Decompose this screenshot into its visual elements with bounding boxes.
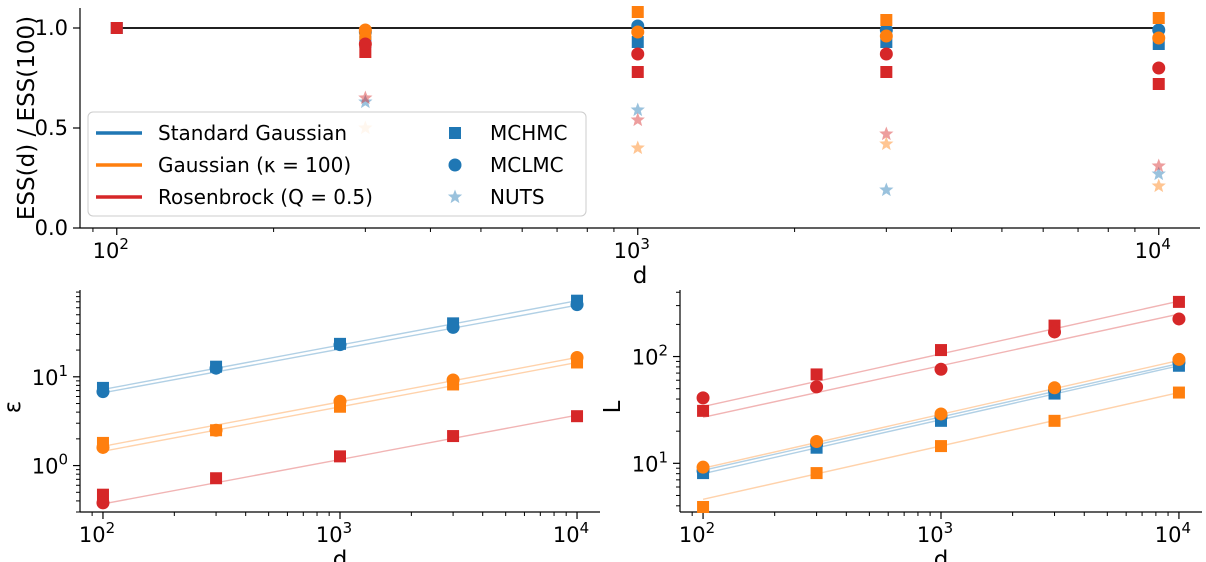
step-size-panel: 102 103 104 100 101 d ε: [0, 290, 600, 562]
data-point: [1152, 12, 1165, 24]
data-point: [1172, 352, 1186, 366]
legend-marker-label: NUTS: [490, 185, 545, 209]
data-point: [358, 94, 373, 109]
data-point: [631, 25, 645, 39]
data-point: [880, 14, 893, 26]
data-point: [1151, 166, 1166, 181]
data-point: [880, 66, 893, 78]
star-marker-icon: [447, 189, 463, 204]
data-point: [810, 467, 823, 480]
x-axis-label: d: [633, 263, 648, 289]
legend-marker-label: MCLMC: [490, 153, 564, 177]
data-point: [96, 496, 110, 510]
x-tick-label: 104: [553, 519, 589, 547]
data-point: [934, 407, 948, 421]
data-point: [209, 423, 223, 437]
momentum-decoherence-panel: 102 103 104 101 102 d L: [600, 290, 1202, 562]
data-point: [1152, 61, 1166, 75]
legend-marker-label: MCHMC: [490, 121, 567, 145]
data-point: [879, 126, 894, 141]
data-point: [1048, 414, 1061, 427]
y-tick-label: 0.5: [35, 116, 68, 140]
data-point: [1172, 295, 1185, 308]
data-point: [96, 385, 110, 399]
data-point: [879, 47, 893, 61]
data-point: [1152, 78, 1165, 90]
x-axis-label: d: [934, 547, 949, 562]
data-point: [631, 36, 644, 48]
data-point: [110, 22, 123, 34]
data-point: [697, 404, 710, 417]
data-point: [810, 368, 823, 381]
data-point: [358, 37, 372, 51]
data-point: [630, 102, 645, 117]
data-point: [631, 47, 645, 61]
legend-line-label: Gaussian (κ = 100): [158, 153, 351, 177]
data-point: [571, 410, 584, 423]
data-point: [446, 320, 460, 334]
y-tick-label: 100: [32, 451, 68, 479]
data-point: [631, 66, 644, 78]
data-point: [446, 373, 460, 387]
data-point: [630, 112, 645, 127]
data-point: [696, 460, 710, 474]
data-point: [1172, 386, 1185, 399]
data-point: [810, 435, 824, 449]
square-marker-icon: [449, 127, 461, 139]
legend-frame: [87, 111, 587, 217]
y-tick-label: 101: [632, 448, 668, 476]
data-point: [447, 430, 460, 443]
data-point: [935, 440, 947, 453]
data-point: [333, 394, 347, 408]
data-point: [630, 140, 645, 155]
data-point: [96, 440, 110, 454]
x-tick-label: 102: [93, 235, 129, 263]
ess-ratio-panel: 102 103 104 0.0 0.5 1.0 d ESS(d) / ESS(100): [14, 6, 1200, 289]
legend: Standard Gaussian Gaussian (κ = 100) Rosen…: [87, 111, 587, 217]
data-point: [810, 380, 824, 394]
data-point: [1048, 381, 1062, 395]
data-point: [631, 6, 644, 18]
data-point: [570, 298, 584, 312]
x-tick-label: 104: [1155, 519, 1191, 547]
data-point: [1048, 325, 1062, 339]
data-point: [697, 500, 710, 513]
y-tick-label: 101: [32, 362, 68, 390]
data-point: [1152, 31, 1166, 45]
data-point: [209, 361, 223, 375]
data-point: [1172, 312, 1186, 326]
data-point: [879, 182, 894, 197]
data-point: [935, 344, 947, 357]
y-tick-label: 0.0: [35, 216, 68, 240]
data-point: [358, 90, 373, 105]
x-tick-label: 102: [679, 519, 715, 547]
y-axis-label: ε: [0, 401, 26, 413]
data-point: [358, 23, 372, 37]
x-tick-label: 103: [917, 519, 953, 547]
y-tick-label: 1.0: [35, 16, 68, 40]
circle-marker-icon: [448, 158, 462, 172]
y-tick-label: 102: [632, 342, 668, 370]
y-axis-label: L: [600, 400, 626, 413]
x-tick-label: 103: [614, 235, 650, 263]
data-point: [570, 350, 584, 364]
data-point: [334, 450, 346, 463]
legend-line-label: Standard Gaussian: [158, 121, 347, 145]
data-point: [879, 136, 894, 151]
data-point: [879, 29, 893, 43]
data-point: [696, 391, 710, 405]
y-axis-label: ESS(d) / ESS(100): [14, 16, 40, 220]
x-axis-label: d: [333, 547, 348, 562]
legend-line-label: Rosenbrock (Q = 0.5): [158, 185, 373, 209]
data-point: [210, 472, 223, 485]
x-tick-label: 102: [79, 519, 115, 547]
x-tick-label: 104: [1135, 235, 1171, 263]
data-point: [1151, 158, 1166, 173]
data-point: [333, 338, 347, 352]
data-point: [934, 362, 948, 376]
data-point: [1151, 178, 1166, 193]
x-tick-label: 103: [316, 519, 352, 547]
